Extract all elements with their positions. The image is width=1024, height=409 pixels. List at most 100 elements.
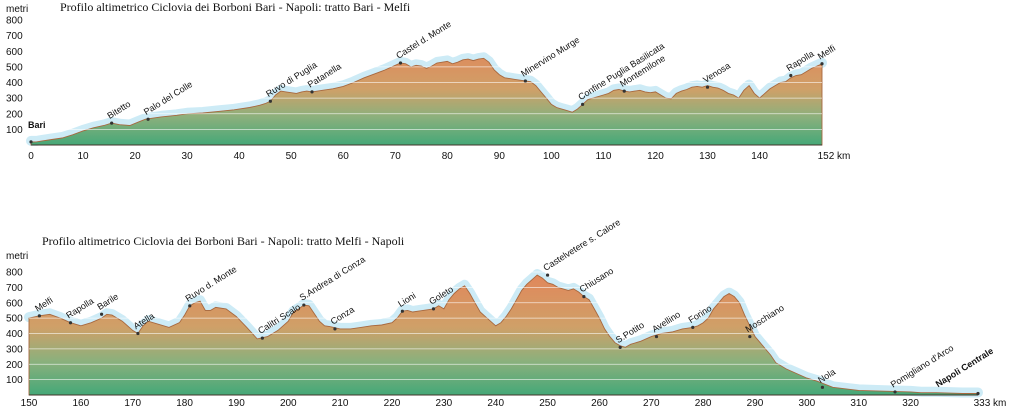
x-tick-label: 200 (280, 398, 297, 409)
y-tick-label: 400 (6, 329, 23, 340)
x-tick-label: 180 (176, 398, 193, 409)
x-tick-label: 152 km (818, 151, 851, 162)
place-marker (976, 391, 980, 396)
y-tick-label: 800 (6, 268, 23, 279)
x-tick-label: 320 (902, 398, 919, 409)
x-tick-label: 60 (338, 151, 350, 162)
place-label: Melfi (816, 43, 837, 62)
x-tick-label: 240 (487, 398, 504, 409)
x-tick-label: 40 (234, 151, 246, 162)
x-tick-label: 100 (543, 151, 560, 162)
place-marker (302, 303, 306, 307)
y-tick-label: 100 (6, 125, 23, 136)
y-tick-label: 600 (6, 47, 23, 58)
chart-bari-melfi: Profilo altimetrico Ciclovia dei Borboni… (6, 0, 850, 162)
place-marker (100, 312, 104, 316)
place-label: Chiusano (578, 266, 616, 295)
elevation-area (28, 274, 979, 396)
y-tick-label: 300 (6, 344, 23, 355)
place-marker (188, 304, 192, 308)
x-tick-label: 190 (228, 398, 245, 409)
place-marker (268, 99, 272, 103)
place-marker (705, 85, 710, 89)
place-marker (893, 390, 897, 394)
gridlines (29, 271, 978, 396)
place-marker (820, 385, 825, 389)
y-tick-label: 100 (6, 375, 23, 386)
x-tick-label: 130 (699, 151, 716, 162)
y-axis-label: metri (6, 4, 28, 15)
profile-area (28, 274, 979, 396)
x-tick-label: 290 (747, 398, 764, 409)
profile-halo (26, 52, 827, 146)
x-tick-label: 150 (21, 398, 38, 409)
y-tick-label: 700 (6, 283, 23, 294)
x-tick-label: 300 (799, 398, 816, 409)
x-tick-labels: 0 10 20 30 40 50 60 70 80 90 100 110 120 130 140 152 km (28, 151, 850, 162)
place-marker (820, 62, 824, 66)
x-tick-label: 270 (643, 398, 660, 409)
place-label: Minervino Murge (519, 35, 581, 79)
y-tick-label: 800 (6, 16, 23, 27)
x-tick-label: 10 (77, 151, 89, 162)
gridlines (31, 19, 822, 146)
x-tick-label: 280 (695, 398, 712, 409)
place-marker (618, 345, 622, 349)
y-tick-labels: 100 200 300 400 500 600 700 800 (6, 16, 23, 136)
place-marker (260, 336, 264, 340)
y-tick-labels: 100 200 300 400 500 600 700 800 (6, 268, 23, 387)
place-marker (523, 79, 527, 83)
profile-halo-line (26, 52, 827, 146)
x-tick-label: 140 (751, 151, 768, 162)
y-tick-label: 200 (6, 109, 23, 120)
place-marker (68, 321, 73, 325)
place-marker (545, 273, 550, 277)
place-marker (654, 334, 659, 339)
y-tick-label: 500 (6, 62, 23, 73)
place-marker (400, 309, 404, 313)
x-tick-label: 30 (182, 151, 194, 162)
place-marker (146, 117, 150, 121)
place-marker (748, 334, 752, 339)
elevation-area (30, 57, 823, 146)
profile-halo-line (24, 269, 983, 398)
x-tick-label: 260 (591, 398, 608, 409)
x-tick-label: 90 (494, 151, 506, 162)
y-tick-label: 500 (6, 314, 23, 325)
x-tick-label: 70 (390, 151, 402, 162)
x-tick-label: 170 (124, 398, 141, 409)
x-tick-label: 333 km (974, 398, 1007, 409)
place-marker (136, 331, 140, 336)
place-marker (37, 314, 41, 318)
x-tick-label: 230 (436, 398, 453, 409)
x-tick-label: 310 (850, 398, 867, 409)
place-marker (691, 325, 695, 329)
x-tick-label: 160 (73, 398, 90, 409)
place-label: Castel d. Monte (394, 19, 453, 61)
x-tick-label: 220 (384, 398, 401, 409)
chart-melfi-napoli: Profilo altimetrico Ciclovia dei Borboni… (6, 217, 1006, 409)
place-marker (29, 140, 33, 144)
x-tick-label: 0 (28, 151, 34, 162)
place-marker (582, 295, 586, 299)
x-tick-label: 110 (595, 151, 611, 162)
y-tick-label: 600 (6, 298, 23, 309)
x-tick-label: 120 (647, 151, 664, 162)
x-tick-label: 210 (332, 398, 349, 409)
place-marker (789, 73, 793, 78)
place-marker (581, 102, 585, 106)
place-marker (110, 121, 114, 125)
place-marker (333, 327, 337, 331)
place-label: Castelvetere s. Calore (541, 217, 622, 273)
x-tick-label: 250 (539, 398, 556, 409)
profile-area (30, 57, 823, 146)
chart-title: Profilo altimetrico Ciclovia dei Borboni… (42, 234, 405, 248)
y-axis-label: metri (6, 251, 28, 262)
place-label: Bitetto (105, 99, 132, 121)
place-marker (622, 89, 626, 93)
place-label: Bari (28, 120, 46, 130)
place-label: Venosa (701, 60, 732, 84)
place-marker (431, 307, 436, 311)
x-tick-label: 80 (442, 151, 454, 162)
profile-halo (24, 269, 983, 398)
